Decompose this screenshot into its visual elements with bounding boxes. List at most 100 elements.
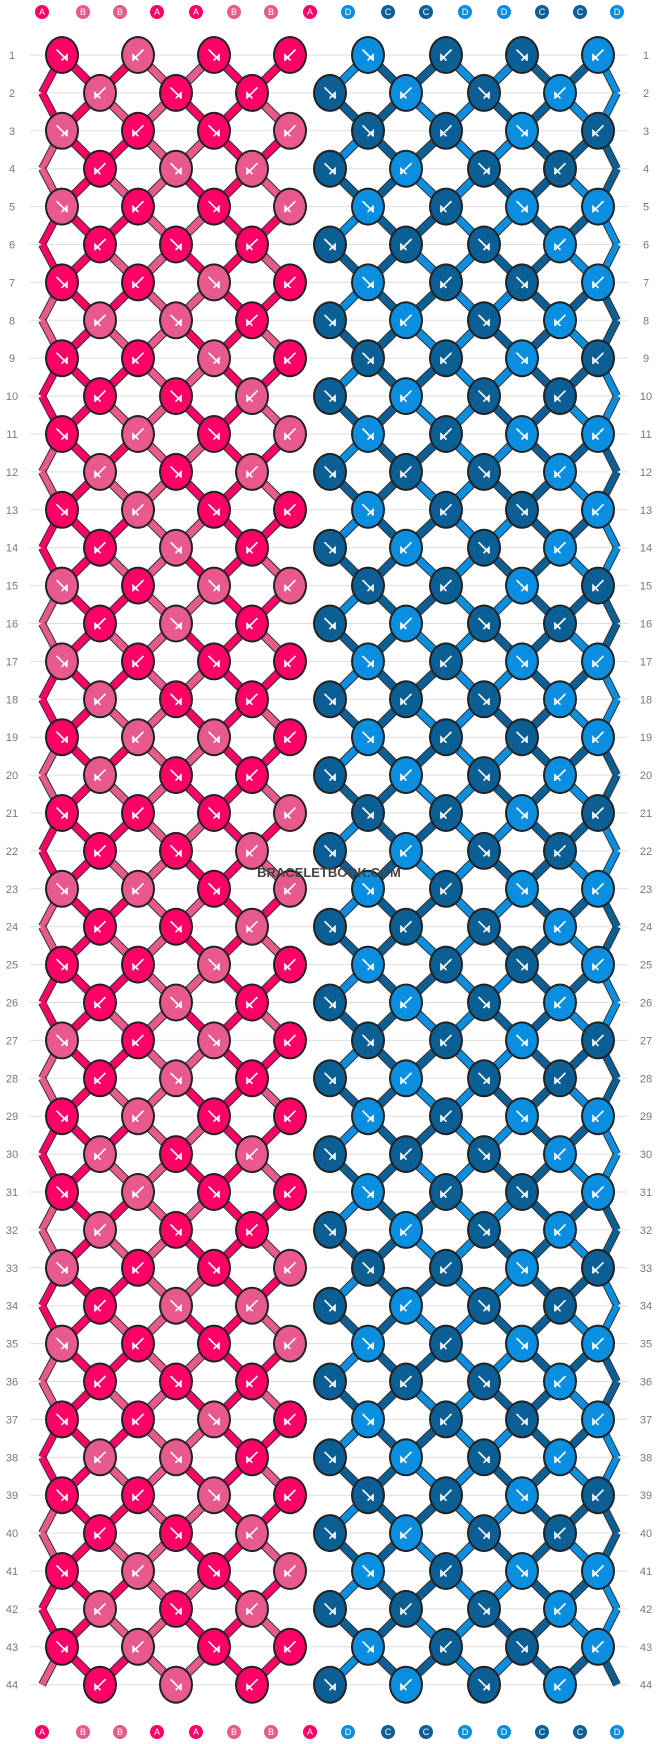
knot-arrow <box>208 807 220 819</box>
knot-arrow-head <box>132 53 139 61</box>
knot-arrow-head <box>329 1682 336 1691</box>
knot-arrow-head <box>554 1606 561 1615</box>
knot-arrow-head <box>400 1682 407 1691</box>
knot-arrow-head <box>94 1227 101 1236</box>
bottom-strand-label: C <box>539 1727 546 1737</box>
knot-arrow-head <box>483 697 490 706</box>
knot-arrow <box>592 579 604 592</box>
knot-arrow-head <box>94 90 101 99</box>
knot-arrow <box>324 1224 336 1236</box>
knot-arrow <box>132 731 144 744</box>
knot-arrow <box>400 1451 412 1464</box>
knot-arrow <box>246 1678 258 1691</box>
row-number-left: 24 <box>6 922 18 934</box>
knot-arrow-head <box>367 432 374 440</box>
row-number-left: 3 <box>9 126 15 138</box>
knot-arrow-head <box>61 659 68 668</box>
knot-arrow-head <box>284 1569 291 1577</box>
knot-arrow-head <box>61 1341 68 1350</box>
knot-arrow-head <box>554 242 561 251</box>
knot-arrow <box>170 617 182 630</box>
knot-arrow-head <box>94 773 101 781</box>
knot-arrow <box>362 352 374 365</box>
knot-arrow-head <box>213 356 220 365</box>
knot-arrow <box>362 655 374 668</box>
row-number-left: 25 <box>6 960 18 972</box>
knot-arrow-head <box>175 1000 182 1009</box>
knot-arrow <box>362 49 374 61</box>
knot-arrow-head <box>175 318 182 327</box>
knot-arrow <box>170 1299 182 1312</box>
knot-arrow <box>516 1413 528 1426</box>
knot-arrow-head <box>521 356 528 365</box>
row-number-right: 17 <box>640 656 652 668</box>
knot-arrow <box>440 1186 452 1198</box>
knot-arrow <box>592 503 604 516</box>
knot-arrow <box>56 655 68 668</box>
knot-arrow-head <box>284 962 291 971</box>
row-number-right: 33 <box>640 1263 652 1275</box>
knot-arrow <box>56 958 68 971</box>
knot-arrow-head <box>400 90 407 99</box>
knot-arrow <box>94 1072 106 1085</box>
knot-arrow <box>592 200 604 213</box>
knot-arrow-head <box>483 90 490 99</box>
knot-arrow-head <box>521 204 528 213</box>
knot-arrow-head <box>521 1341 528 1350</box>
knot-arrow-head <box>284 886 291 895</box>
top-strand-label: A <box>154 7 160 17</box>
knot-arrow <box>554 1375 566 1388</box>
knot-arrow-head <box>284 356 291 365</box>
knot-arrow <box>478 541 490 554</box>
knot-arrow-head <box>132 128 139 137</box>
knot-arrow-head <box>61 1190 68 1198</box>
row-number-right: 3 <box>643 126 649 138</box>
row-number-right: 9 <box>643 353 649 365</box>
knot-arrow <box>208 352 220 365</box>
row-number-left: 41 <box>6 1566 18 1578</box>
bottom-strand-label: A <box>154 1727 160 1737</box>
knot-arrow-head <box>440 280 447 289</box>
knot-arrow <box>440 1262 452 1274</box>
knot-arrow <box>478 920 490 933</box>
row-number-left: 17 <box>6 656 18 668</box>
knot-arrow <box>516 807 528 819</box>
knot-arrow-head <box>284 735 291 744</box>
knot-arrow <box>284 428 296 440</box>
knot-arrow-head <box>367 1190 374 1198</box>
knot-arrow-head <box>329 697 336 706</box>
knot-arrow <box>516 1641 528 1653</box>
knot-arrow <box>440 882 452 895</box>
knot-arrow-head <box>61 1038 68 1047</box>
knot-arrow <box>246 1451 258 1464</box>
knot-arrow <box>478 617 490 630</box>
knot-arrow <box>208 49 220 61</box>
knot-arrow-head <box>592 128 599 137</box>
knot-arrow <box>592 1565 604 1577</box>
knot-arrow-head <box>132 1190 139 1198</box>
knot-arrow <box>246 541 258 554</box>
knot-arrow-head <box>213 1190 220 1198</box>
knot-arrow-head <box>521 886 528 895</box>
knot-arrow-head <box>175 1076 182 1085</box>
knot-arrow <box>554 87 566 99</box>
knot-arrow-head <box>400 1531 407 1539</box>
row-number-right: 38 <box>640 1452 652 1464</box>
knot-arrow-head <box>400 242 407 251</box>
knot-arrow-head <box>554 697 561 706</box>
knot-arrow <box>132 1641 144 1653</box>
knot-arrow-head <box>246 924 253 933</box>
knot-arrow <box>400 238 412 251</box>
knot-arrow <box>170 920 182 933</box>
knot-arrow <box>324 1678 336 1691</box>
knot-arrow <box>400 845 412 857</box>
knot-arrow <box>246 996 258 1009</box>
knot-arrow-head <box>554 773 561 781</box>
row-number-left: 4 <box>9 164 15 176</box>
top-strand-label: D <box>614 7 621 17</box>
knot-arrow-head <box>329 1227 336 1236</box>
knot-arrow-head <box>592 432 599 440</box>
knot-arrow <box>56 352 68 365</box>
knot-arrow <box>246 845 258 857</box>
knot-arrow <box>554 238 566 251</box>
